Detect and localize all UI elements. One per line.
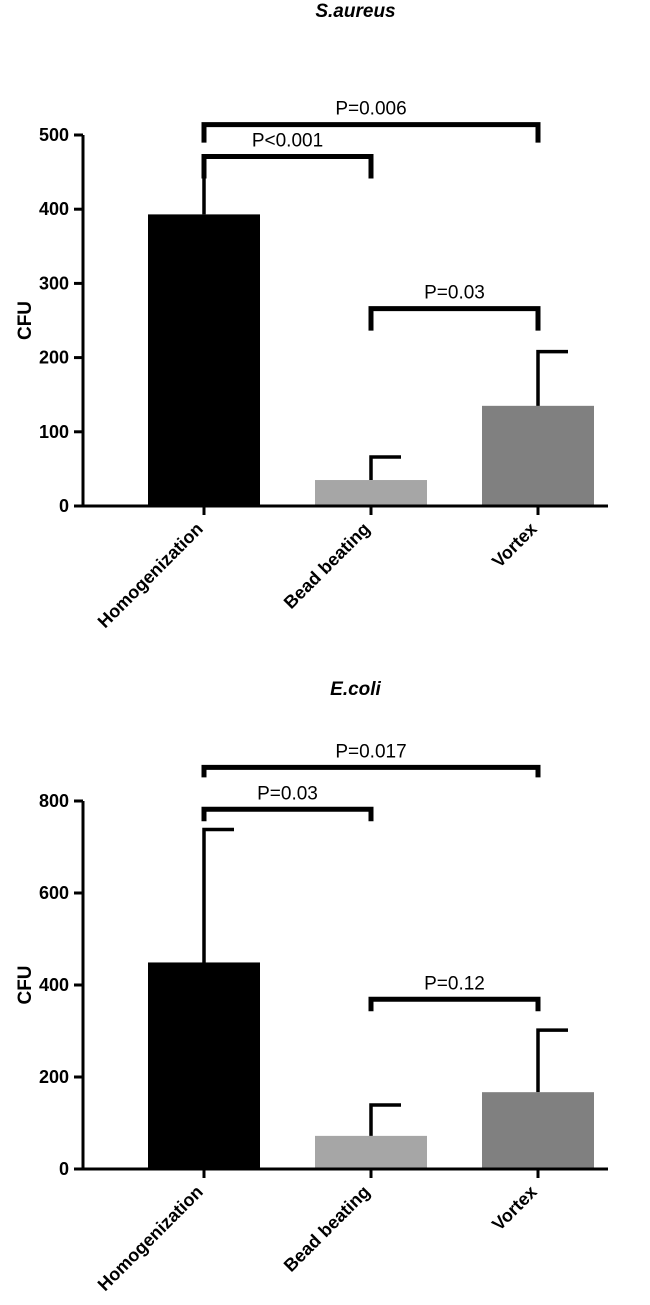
error-bar — [536, 349, 568, 406]
y-tick-label: 100 — [39, 422, 69, 442]
y-tick-label: 400 — [39, 199, 69, 219]
significance-bracket — [201, 154, 374, 179]
category-label: Vortex — [488, 1182, 541, 1235]
p-value-label: P<0.001 — [252, 131, 323, 152]
category-label: Homogenization — [94, 1182, 207, 1295]
y-axis-label: CFU — [15, 965, 36, 1004]
significance-bracket — [368, 996, 541, 1012]
p-value-label: P=0.03 — [424, 283, 485, 304]
chart-1: E.coli CFU 0 200 400 600 800 Homogenization Bead… — [15, 679, 608, 1295]
category-label: Vortex — [488, 519, 541, 572]
bar-bead-beating — [315, 480, 427, 506]
p-value-label: P=0.006 — [335, 99, 406, 120]
y-tick-label: 200 — [39, 348, 69, 368]
bar-vortex — [482, 405, 594, 506]
category-label: Homogenization — [94, 519, 207, 632]
error-bar — [369, 455, 401, 481]
p-value-label: P=0.03 — [257, 783, 318, 804]
chart-0: S.aureus CFU 0 100 200 300 400 500 Homogenizatio… — [15, 1, 608, 632]
y-tick-label: 400 — [39, 975, 69, 995]
error-bar — [369, 1103, 401, 1136]
category-label: Bead beating — [280, 1182, 374, 1276]
y-tick-label: 0 — [59, 496, 69, 516]
significance-bracket — [368, 306, 541, 331]
y-tick-label: 0 — [59, 1159, 69, 1179]
significance-bracket — [201, 122, 541, 143]
y-axis-label: CFU — [15, 301, 36, 340]
chart-title: S.aureus — [315, 1, 395, 22]
y-tick-label: 200 — [39, 1067, 69, 1087]
p-value-label: P=0.12 — [424, 973, 485, 994]
bar-bead-beating — [315, 1135, 427, 1169]
significance-bracket — [201, 806, 374, 822]
error-bar — [536, 1028, 568, 1093]
error-bar — [202, 827, 234, 963]
bar-homogenization — [148, 962, 260, 1169]
y-tick-label: 800 — [39, 791, 69, 811]
y-tick-label: 300 — [39, 273, 69, 293]
error-bar — [202, 154, 234, 215]
p-value-label: P=0.017 — [335, 741, 406, 762]
category-label: Bead beating — [280, 519, 374, 613]
chart-title: E.coli — [330, 679, 381, 700]
y-tick-label: 500 — [39, 125, 69, 145]
bar-homogenization — [148, 214, 260, 507]
bar-vortex — [482, 1092, 594, 1169]
significance-bracket — [201, 764, 541, 778]
y-tick-label: 600 — [39, 883, 69, 903]
